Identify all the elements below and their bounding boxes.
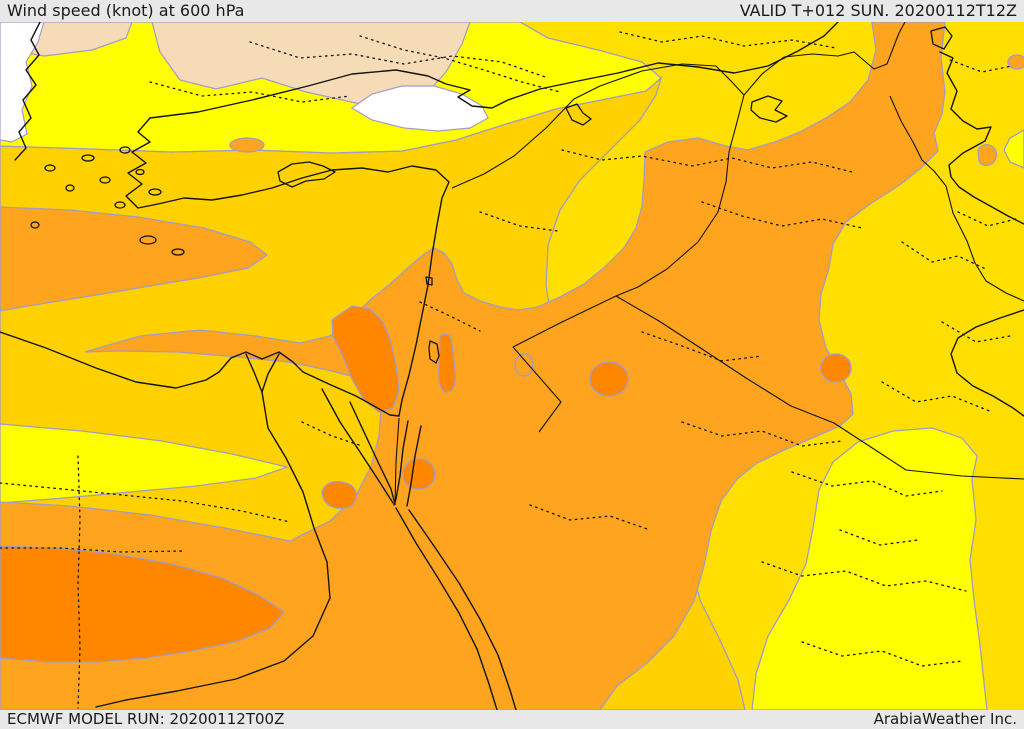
lake-urmia xyxy=(930,26,953,50)
coastline-aegean-levant xyxy=(125,117,450,417)
border-turkey-south xyxy=(451,22,906,189)
border-iraq-saudi xyxy=(615,295,1024,480)
contour-band-deep-orange-egypt xyxy=(0,545,285,663)
model-run-label: ECMWF MODEL RUN: 20200112T00Z xyxy=(7,710,285,728)
contour-band-orange-central-mass xyxy=(0,22,946,710)
map-title: Wind speed (knot) at 600 hPa xyxy=(7,1,245,20)
contour-band-white-marmara xyxy=(350,85,489,132)
contour-band-yellow-west-wedge xyxy=(0,423,290,504)
contour-band-peach-nw-turkey xyxy=(151,22,471,109)
border-jordan-syria xyxy=(512,295,617,348)
contour-band-deep-orange-levant xyxy=(331,305,400,413)
header-bar: Wind speed (knot) at 600 hPa VALID T+012… xyxy=(0,0,1024,22)
border-iran-iraq xyxy=(889,95,1024,302)
coastline-aqaba-east xyxy=(406,425,422,507)
credit-label: ArabiaWeather Inc. xyxy=(873,710,1017,728)
contour-band-yellow-southeast xyxy=(751,427,988,710)
map-canvas xyxy=(0,22,1024,710)
coastline-north-africa xyxy=(0,331,400,417)
coastline-red-sea-east xyxy=(408,509,517,710)
aegean-islands xyxy=(30,146,185,256)
borders-dotted xyxy=(0,31,1017,709)
coastline-gulf-of-suez xyxy=(321,388,394,504)
coastline-cyprus xyxy=(277,161,336,188)
contour-band-orange-west-tongue xyxy=(0,206,269,312)
contour-blob-deep-orange-aqaba xyxy=(402,458,436,490)
wind-speed-map xyxy=(0,22,1024,710)
valid-time-label: VALID T+012 SUN. 20200112T12Z xyxy=(739,1,1017,20)
coastline-sinai-west xyxy=(349,401,396,505)
coastline-greece xyxy=(14,22,41,161)
lake-sea-of-galilee xyxy=(425,276,433,286)
contour-blob-orange-marmara xyxy=(229,137,265,153)
coastline-persian-gulf xyxy=(950,309,1024,417)
contour-blob-orange-caspian xyxy=(977,143,998,167)
contour-blob-orange-syria xyxy=(514,353,534,377)
river-nile-delta-branch-east xyxy=(261,353,280,393)
contour-band-yellow-east-sliver xyxy=(1003,129,1024,169)
border-jordan-saudi xyxy=(512,346,562,433)
footer-bar: ECMWF MODEL RUN: 20200112T00Z ArabiaWeat… xyxy=(0,710,1024,729)
contour-blob-orange-ne-edge xyxy=(1007,54,1024,70)
lake-tuz xyxy=(565,103,592,126)
contour-blob-deep-orange-sinai xyxy=(321,481,357,509)
lake-dead-sea xyxy=(428,340,440,364)
contour-blob-deep-orange-zagros xyxy=(820,353,852,383)
river-nile xyxy=(95,391,331,708)
contour-blob-deep-orange-jordan-valley xyxy=(438,333,456,393)
coastline-black-sea xyxy=(149,22,839,119)
coastline-caspian xyxy=(939,51,1024,225)
border-egypt-israel xyxy=(394,417,400,506)
river-nile-delta-branch-west xyxy=(245,353,263,393)
contour-blob-deep-orange-azraq xyxy=(589,361,629,397)
border-syria-iraq xyxy=(615,94,745,297)
lake-van xyxy=(750,95,788,123)
contour-band-white-aegean xyxy=(0,22,45,143)
coastline-red-sea-west xyxy=(395,507,498,710)
